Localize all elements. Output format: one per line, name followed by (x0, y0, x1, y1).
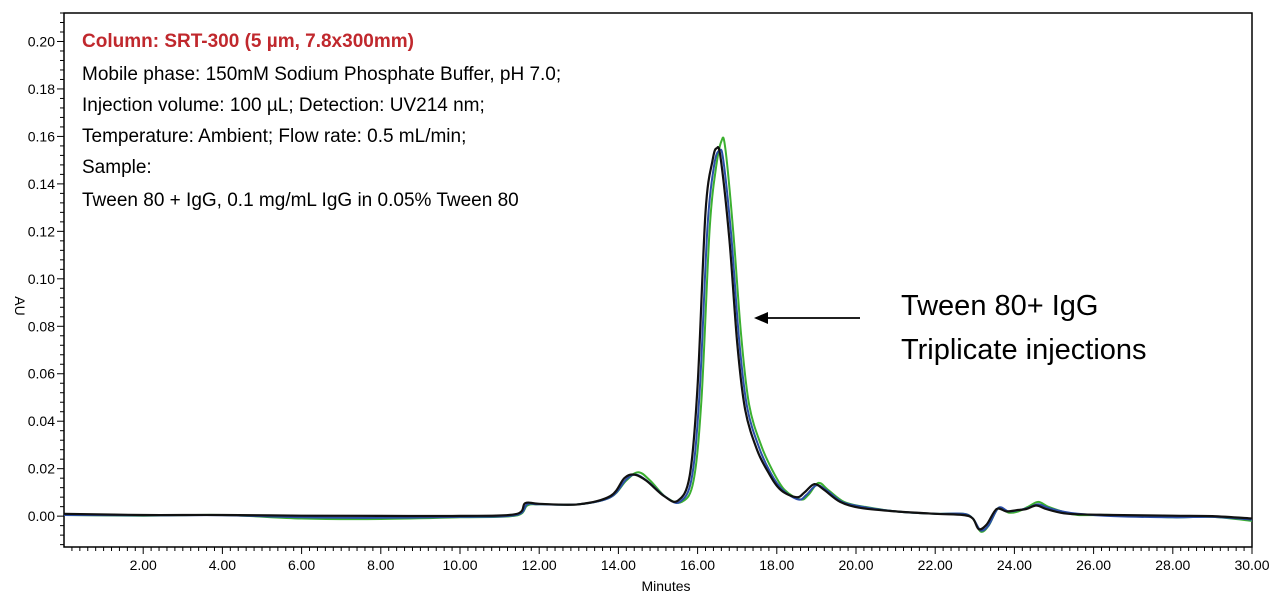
x-tick-label: 10.00 (442, 557, 477, 573)
y-tick-label: 0.04 (28, 413, 55, 429)
y-tick-label: 0.08 (28, 318, 55, 334)
y-tick-label: 0.12 (28, 223, 55, 239)
y-tick-label: 0.20 (28, 33, 55, 49)
info-line: Mobile phase: 150mM Sodium Phosphate Buf… (82, 64, 561, 85)
annotation-arrow-head (754, 312, 768, 324)
y-axis: 0.00 0.02 0.04 0.06 0.08 0.10 0.12 0.14 0.16 0.18… (28, 12, 64, 546)
x-tick-label: 4.00 (209, 557, 236, 573)
y-tick-label: 0.18 (28, 81, 55, 97)
x-axis-title: Minutes (641, 578, 690, 593)
x-tick-label: 22.00 (918, 557, 953, 573)
y-tick-label: 0.06 (28, 366, 55, 382)
info-line: Injection volume: 100 µL; Detection: UV2… (82, 95, 485, 116)
x-axis: 2.00 4.00 6.00 8.00 10.00 12.00 14.00 16.00 18.0… (71, 547, 1270, 573)
y-tick-label: 0.16 (28, 128, 55, 144)
x-tick-label: 24.00 (997, 557, 1032, 573)
x-tick-label: 14.00 (601, 557, 636, 573)
x-tick-label: 16.00 (680, 557, 715, 573)
x-tick-label: 20.00 (838, 557, 873, 573)
x-tick-label: 28.00 (1155, 557, 1190, 573)
x-tick-label: 12.00 (522, 557, 557, 573)
annotation-line: Tween 80+ IgG (901, 290, 1099, 322)
x-tick-label: 6.00 (288, 557, 315, 573)
y-tick-label: 0.00 (28, 508, 55, 524)
info-line: Sample: (82, 157, 152, 178)
x-tick-label: 26.00 (1076, 557, 1111, 573)
y-tick-label: 0.02 (28, 461, 55, 477)
annotation: Tween 80+ IgG Triplicate injections (754, 290, 1147, 366)
y-axis-title: AU (12, 296, 28, 315)
annotation-line: Triplicate injections (901, 334, 1147, 366)
plot-frame (63, 12, 1253, 548)
info-box: Column: SRT-300 (5 µm, 7.8x300mm) Mobile… (82, 31, 561, 211)
x-tick-label: 30.00 (1234, 557, 1269, 573)
info-line: Tween 80 + IgG, 0.1 mg/mL IgG in 0.05% T… (82, 190, 519, 211)
x-tick-label: 8.00 (367, 557, 394, 573)
series-layer (63, 136, 1253, 533)
y-tick-label: 0.14 (28, 176, 55, 192)
info-title: Column: SRT-300 (5 µm, 7.8x300mm) (82, 31, 414, 52)
x-tick-label: 18.00 (759, 557, 794, 573)
x-tick-label: 2.00 (130, 557, 157, 573)
y-tick-label: 0.10 (28, 271, 55, 287)
info-line: Temperature: Ambient; Flow rate: 0.5 mL/… (82, 126, 466, 147)
series-line (63, 146, 1253, 531)
